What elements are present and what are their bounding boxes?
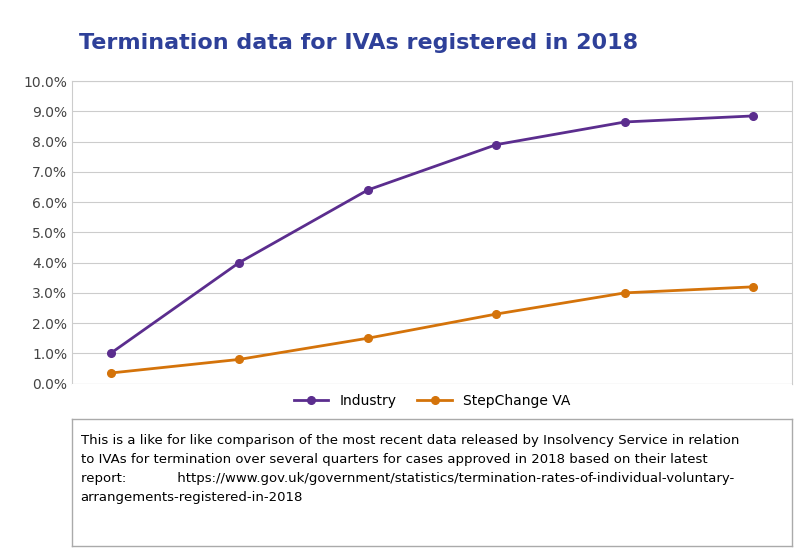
Legend: Industry, StepChange VA: Industry, StepChange VA (288, 389, 576, 413)
Text: This is a like for like comparison of the most recent data released by Insolvenc: This is a like for like comparison of th… (81, 434, 739, 504)
Text: Termination data for IVAs registered in 2018: Termination data for IVAs registered in … (79, 33, 638, 54)
